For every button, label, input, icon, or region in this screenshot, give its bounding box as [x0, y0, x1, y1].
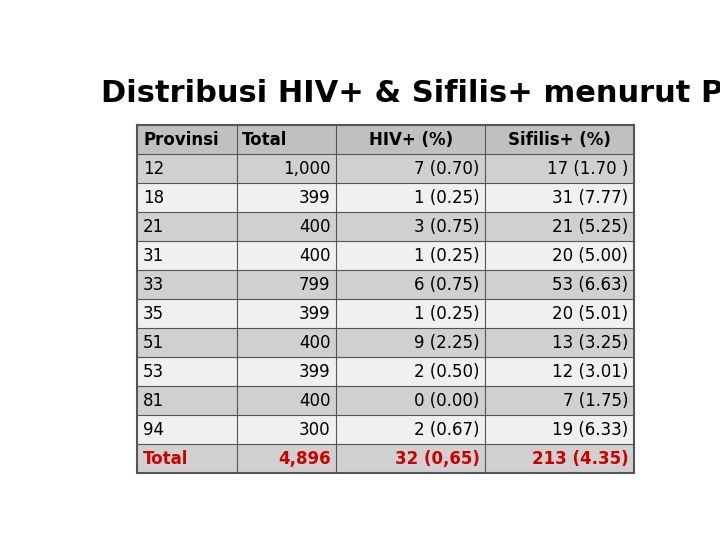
Text: 33: 33 [143, 275, 164, 294]
Text: 35: 35 [143, 305, 164, 322]
Bar [336, 328, 485, 357]
Bar [138, 357, 237, 386]
Bar [485, 299, 634, 328]
Bar [336, 357, 485, 386]
Text: 1 (0.25): 1 (0.25) [414, 305, 480, 322]
Bar [138, 415, 237, 444]
Text: 7 (1.75): 7 (1.75) [563, 392, 629, 410]
Text: 399: 399 [299, 362, 330, 381]
Bar [485, 444, 634, 473]
Text: 2 (0.67): 2 (0.67) [414, 421, 480, 438]
Bar [485, 386, 634, 415]
Text: 53 (6.63): 53 (6.63) [552, 275, 629, 294]
Bar [336, 183, 485, 212]
Bar [138, 328, 237, 357]
Text: 799: 799 [299, 275, 330, 294]
Text: 13 (3.25): 13 (3.25) [552, 334, 629, 352]
Bar [237, 125, 336, 154]
Text: 3 (0.75): 3 (0.75) [414, 218, 480, 235]
Text: 1 (0.25): 1 (0.25) [414, 188, 480, 207]
Bar [336, 212, 485, 241]
Bar [336, 241, 485, 270]
Bar [138, 386, 237, 415]
Text: 300: 300 [299, 421, 330, 438]
Text: 4,896: 4,896 [278, 450, 330, 468]
Text: Total: Total [243, 131, 288, 149]
Text: 399: 399 [299, 188, 330, 207]
Text: 1 (0.25): 1 (0.25) [414, 247, 480, 265]
Text: 32 (0,65): 32 (0,65) [395, 450, 480, 468]
Text: 213 (4.35): 213 (4.35) [532, 450, 629, 468]
Text: 53: 53 [143, 362, 164, 381]
Bar [237, 299, 336, 328]
Bar [237, 183, 336, 212]
Text: 20 (5.00): 20 (5.00) [552, 247, 629, 265]
Text: 17 (1.70 ): 17 (1.70 ) [547, 160, 629, 178]
Bar [138, 125, 237, 154]
Bar [485, 241, 634, 270]
Bar [336, 386, 485, 415]
Bar [237, 386, 336, 415]
Bar [336, 299, 485, 328]
Bar [237, 357, 336, 386]
Bar [237, 212, 336, 241]
Text: 20 (5.01): 20 (5.01) [552, 305, 629, 322]
Bar [237, 154, 336, 183]
Text: 12 (3.01): 12 (3.01) [552, 362, 629, 381]
Bar [336, 125, 485, 154]
Text: 31: 31 [143, 247, 164, 265]
Bar [336, 415, 485, 444]
Bar [485, 270, 634, 299]
Bar [237, 270, 336, 299]
Text: 51: 51 [143, 334, 164, 352]
Bar [336, 270, 485, 299]
Text: 6 (0.75): 6 (0.75) [414, 275, 480, 294]
Text: 400: 400 [299, 218, 330, 235]
Bar [336, 154, 485, 183]
Text: 400: 400 [299, 392, 330, 410]
Bar [336, 444, 485, 473]
Bar [485, 183, 634, 212]
Text: 19 (6.33): 19 (6.33) [552, 421, 629, 438]
Text: 0 (0.00): 0 (0.00) [414, 392, 480, 410]
Bar [485, 212, 634, 241]
Text: 1,000: 1,000 [283, 160, 330, 178]
Bar [237, 444, 336, 473]
Bar [237, 415, 336, 444]
Text: 7 (0.70): 7 (0.70) [414, 160, 480, 178]
Bar [485, 154, 634, 183]
Text: 18: 18 [143, 188, 164, 207]
Bar [138, 270, 237, 299]
Text: 400: 400 [299, 334, 330, 352]
Text: Sifilis+ (%): Sifilis+ (%) [508, 131, 611, 149]
Text: 94: 94 [143, 421, 164, 438]
Bar [138, 212, 237, 241]
Text: 21: 21 [143, 218, 164, 235]
Bar [485, 125, 634, 154]
Text: 31 (7.77): 31 (7.77) [552, 188, 629, 207]
Bar [138, 444, 237, 473]
Text: HIV+ (%): HIV+ (%) [369, 131, 453, 149]
Text: 12: 12 [143, 160, 164, 178]
Bar [138, 241, 237, 270]
Text: Distribusi HIV+ & Sifilis+ menurut Provinsi: Distribusi HIV+ & Sifilis+ menurut Provi… [101, 79, 720, 109]
Bar [485, 357, 634, 386]
Bar [138, 183, 237, 212]
Bar [138, 299, 237, 328]
Bar [485, 415, 634, 444]
Text: 9 (2.25): 9 (2.25) [414, 334, 480, 352]
Text: 399: 399 [299, 305, 330, 322]
Bar [485, 328, 634, 357]
Text: Total: Total [143, 450, 189, 468]
Text: 81: 81 [143, 392, 164, 410]
Text: Provinsi: Provinsi [143, 131, 219, 149]
Text: 21 (5.25): 21 (5.25) [552, 218, 629, 235]
Bar [237, 328, 336, 357]
Bar [237, 241, 336, 270]
Text: 2 (0.50): 2 (0.50) [414, 362, 480, 381]
Bar [138, 154, 237, 183]
Text: 400: 400 [299, 247, 330, 265]
